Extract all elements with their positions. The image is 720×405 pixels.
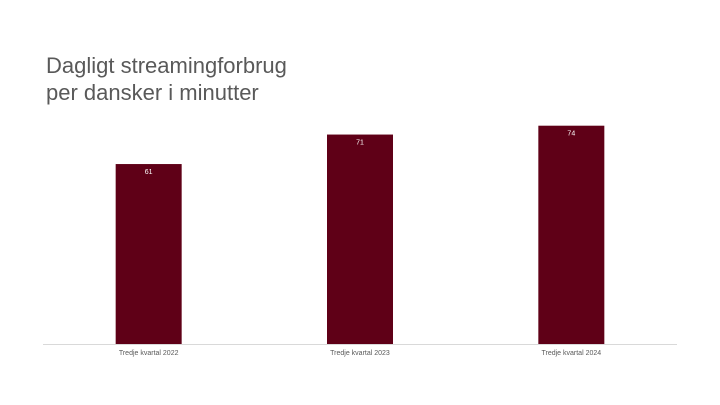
x-tick-label: Tredje kvartal 2024 (541, 350, 601, 357)
bar (538, 125, 605, 344)
chart-title: Dagligt streamingforbrug per dansker i m… (46, 53, 287, 105)
x-tick-label: Tredje kvartal 2023 (330, 350, 390, 357)
bar (115, 164, 182, 344)
value-label: 61 (145, 169, 153, 176)
x-tick-label: Tredje kvartal 2022 (119, 350, 179, 357)
value-label: 74 (567, 131, 575, 138)
value-label: 71 (356, 139, 364, 146)
bar (327, 134, 393, 344)
